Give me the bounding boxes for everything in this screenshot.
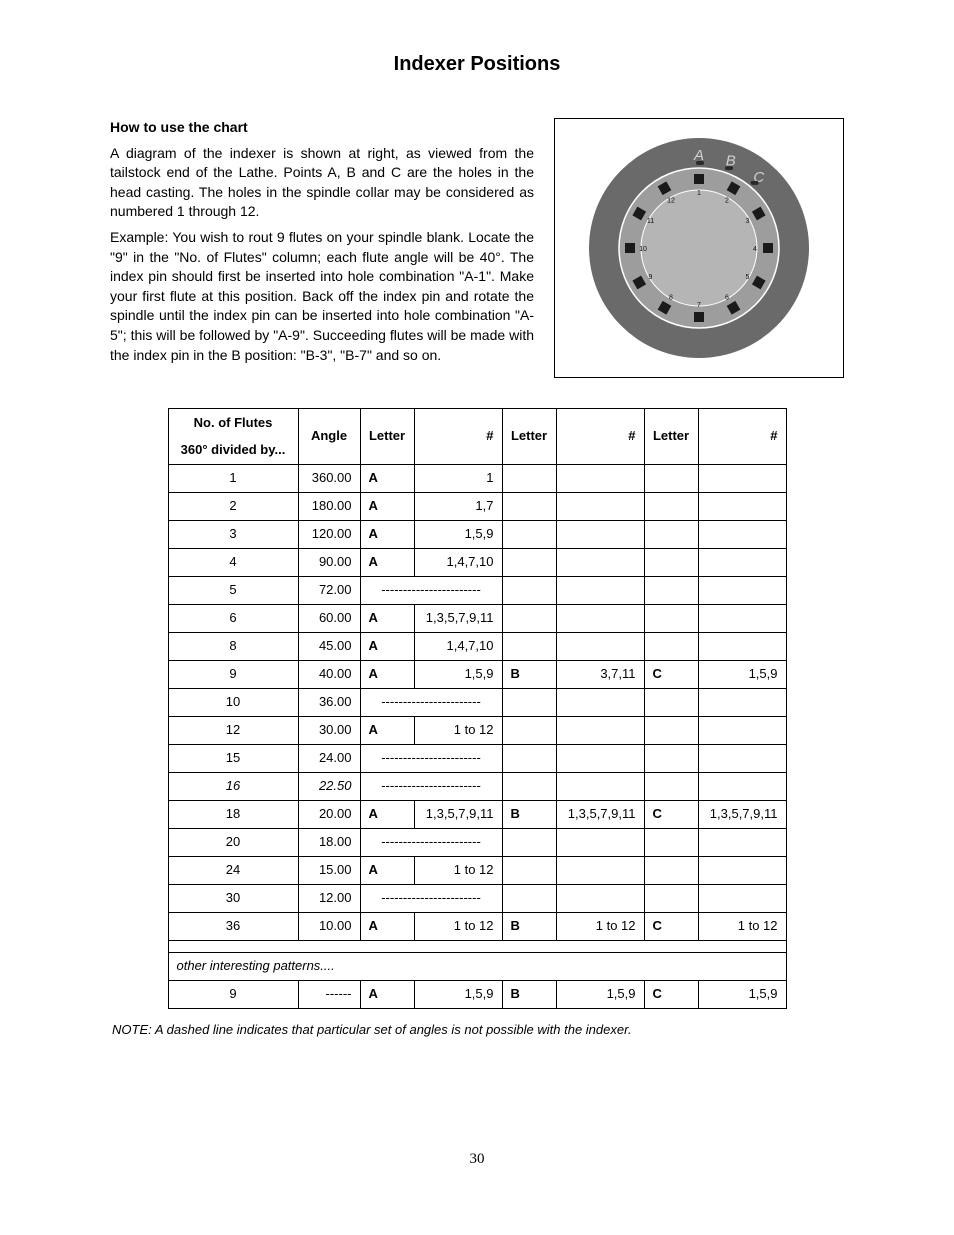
indexer-diagram: 123456789101112ABC bbox=[554, 118, 844, 378]
table-row: 3120.00A1,5,9 bbox=[168, 521, 786, 549]
table-row: 660.00A1,3,5,7,9,11 bbox=[168, 605, 786, 633]
svg-text:5: 5 bbox=[746, 274, 750, 281]
svg-text:11: 11 bbox=[647, 218, 654, 225]
table-row: 940.00A1,5,9B3,7,11C1,5,9 bbox=[168, 661, 786, 689]
page-number: 30 bbox=[110, 1149, 844, 1170]
indexer-table: No. of FlutesAngleLetter#Letter#Letter#3… bbox=[168, 408, 787, 1009]
indexer-svg: 123456789101112ABC bbox=[574, 123, 824, 373]
svg-text:2: 2 bbox=[725, 198, 729, 205]
table-row: 1360.00A1 bbox=[168, 465, 786, 493]
svg-text:7: 7 bbox=[697, 302, 701, 309]
page-title: Indexer Positions bbox=[110, 50, 844, 78]
table-note: NOTE: A dashed line indicates that parti… bbox=[112, 1021, 844, 1039]
table-row: 1622.50----------------------- bbox=[168, 773, 786, 801]
svg-text:3: 3 bbox=[746, 218, 750, 225]
table-row: 2018.00----------------------- bbox=[168, 829, 786, 857]
svg-text:4: 4 bbox=[753, 246, 757, 253]
table-row: 1820.00A1,3,5,7,9,11B1,3,5,7,9,11C1,3,5,… bbox=[168, 801, 786, 829]
table-row: 2180.00A1,7 bbox=[168, 493, 786, 521]
svg-text:9: 9 bbox=[649, 274, 653, 281]
table-row: 2415.00A1 to 12 bbox=[168, 857, 786, 885]
table-row: 9------A1,5,9B1,5,9C1,5,9 bbox=[168, 981, 786, 1009]
table-row: 1230.00A1 to 12 bbox=[168, 717, 786, 745]
intro-section: 123456789101112ABC How to use the chart … bbox=[110, 118, 844, 378]
table-row: 845.00A1,4,7,10 bbox=[168, 633, 786, 661]
svg-text:12: 12 bbox=[667, 198, 675, 205]
table-row: 3610.00A1 to 12B1 to 12C1 to 12 bbox=[168, 913, 786, 941]
table-row: 1036.00----------------------- bbox=[168, 689, 786, 717]
svg-text:6: 6 bbox=[725, 294, 729, 301]
svg-text:8: 8 bbox=[669, 294, 673, 301]
table-row: 1524.00----------------------- bbox=[168, 745, 786, 773]
svg-text:10: 10 bbox=[639, 246, 647, 253]
table-row: 572.00----------------------- bbox=[168, 577, 786, 605]
table-row: 490.00A1,4,7,10 bbox=[168, 549, 786, 577]
table-row: 3012.00----------------------- bbox=[168, 885, 786, 913]
svg-text:1: 1 bbox=[697, 190, 701, 197]
